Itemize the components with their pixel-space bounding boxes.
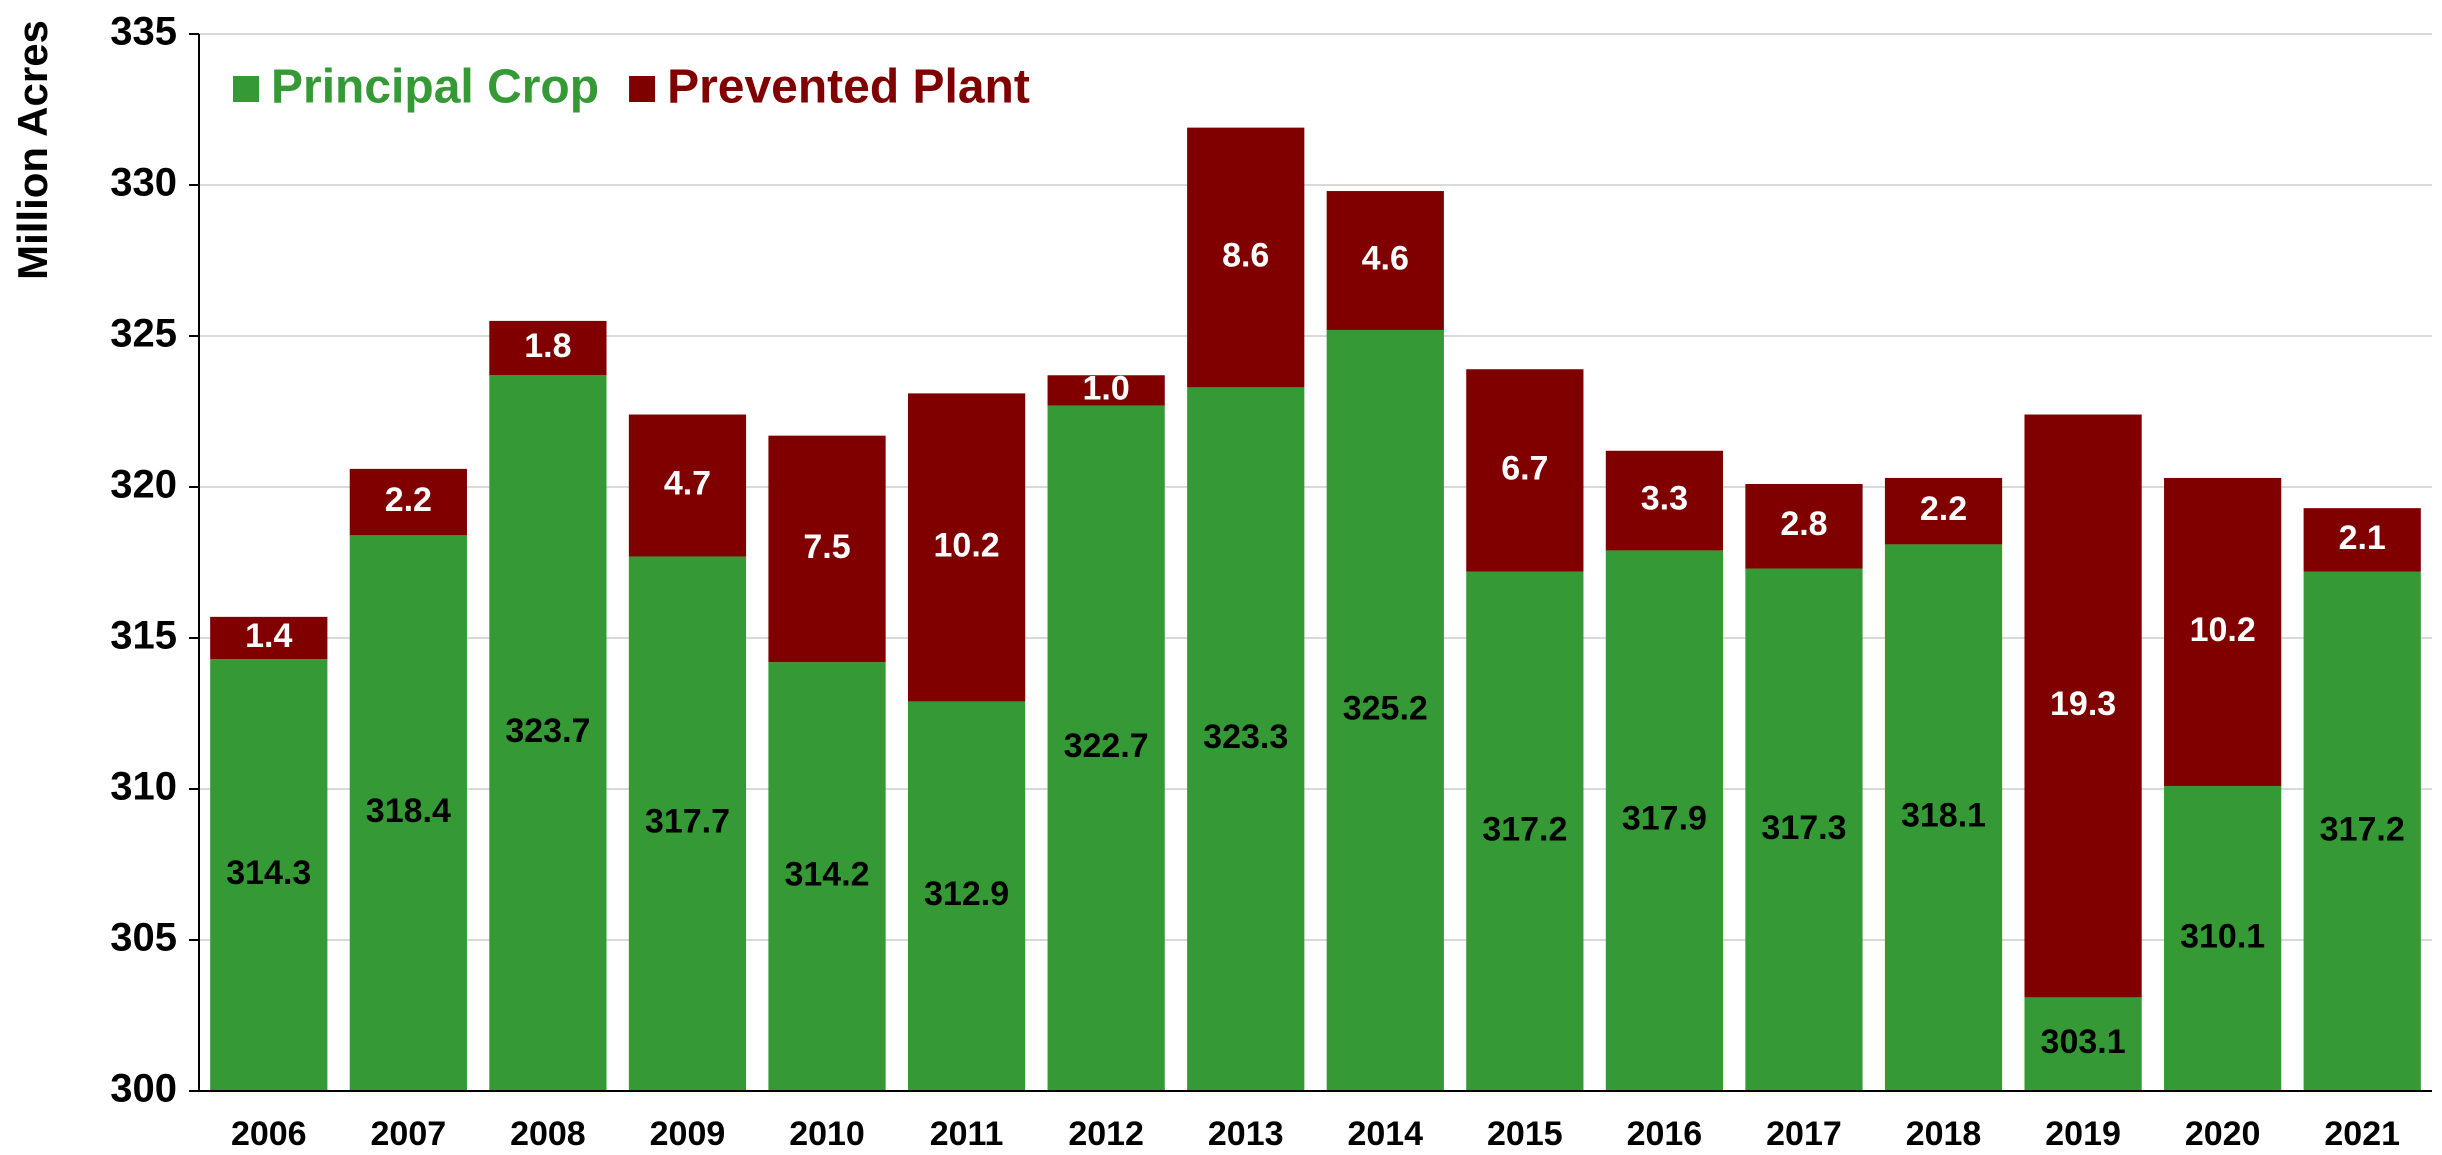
y-tick-label: 325 [110,312,177,356]
y-axis-label: Million Acres [9,20,56,280]
data-label: 10.2 [2190,611,2256,649]
bar-segment [1047,405,1165,1092]
bar-segment [1466,571,1584,1091]
x-tick-label: 2013 [1208,1115,1284,1153]
bar-segment [2024,414,2142,998]
bar-segment [210,659,328,1091]
x-tick-label: 2015 [1487,1115,1563,1153]
bar-segment [349,535,467,1091]
data-label: 2.1 [2339,519,2386,557]
x-tick-label: 2008 [510,1115,586,1153]
data-label: 312.9 [924,875,1009,913]
data-label: 10.2 [934,526,1000,564]
bar-segment [768,435,886,663]
y-tick-label: 310 [110,765,177,809]
data-label: 323.7 [505,712,590,750]
bar-segment [768,662,886,1091]
data-label: 303.1 [2041,1023,2126,1061]
data-label: 322.7 [1064,727,1149,765]
x-tick-label: 2018 [1906,1115,1982,1153]
bar-segment [1605,450,1724,551]
x-tick-label: 2007 [371,1115,447,1153]
data-label: 317.3 [1761,809,1846,847]
x-tick-label: 2017 [1766,1115,1842,1153]
data-label: 1.4 [245,617,292,655]
data-label: 317.7 [645,803,730,841]
bar-segment [349,468,467,536]
bar-segment [2164,785,2282,1091]
bar-segment [628,414,747,557]
data-label: 314.2 [784,856,869,894]
y-tick-label: 330 [110,161,177,205]
bar-segment [1187,387,1305,1092]
x-tick-label: 2016 [1627,1115,1703,1153]
bar-segment [210,616,328,660]
bar-segment [1047,375,1165,406]
x-tick-label: 2012 [1068,1115,1144,1153]
bar-segment [1466,369,1584,572]
data-label: 2.2 [1920,490,1967,528]
x-tick-label: 2019 [2045,1115,2121,1153]
y-tick-label: 305 [110,916,177,960]
data-label: 19.3 [2050,685,2116,723]
data-label: 3.3 [1641,480,1688,518]
legend-label: Principal Crop [271,61,599,114]
bar-segment [907,701,1026,1091]
legend-swatch [629,76,656,102]
data-label: 1.0 [1083,369,1130,407]
y-tick-label: 300 [110,1067,177,1111]
data-label: 1.8 [524,327,571,365]
data-label: 4.6 [1362,239,1409,277]
bar-segment [1605,550,1724,1091]
x-tick-label: 2014 [1347,1115,1423,1153]
bar-segment [2164,477,2282,786]
data-label: 2.2 [385,481,432,519]
bar-segment [2024,997,2142,1091]
bar-segment [2303,571,2421,1091]
bar-segment [1326,329,1444,1092]
x-tick-label: 2006 [231,1115,307,1153]
bar-segment [2303,508,2421,572]
data-label: 8.6 [1222,236,1269,274]
x-tick-label: 2011 [930,1115,1004,1153]
bar-segment [489,375,607,1091]
x-tick-label: 2010 [789,1115,865,1153]
legend-swatch [233,76,259,102]
data-label: 310.1 [2180,917,2265,955]
data-label: 2.8 [1780,505,1827,543]
data-label: 318.4 [366,792,451,830]
data-label: 6.7 [1501,449,1548,487]
bar-segment [1884,544,2003,1091]
data-label: 325.2 [1343,689,1428,727]
data-label: 318.1 [1901,797,1986,835]
x-tick-label: 2021 [2324,1115,2400,1153]
data-label: 7.5 [803,528,850,566]
data-label: 4.7 [664,464,711,502]
bar-segment [628,556,747,1091]
bar-segment [1187,127,1305,388]
y-tick-label: 335 [110,10,177,54]
data-label: 314.3 [226,854,311,892]
bar-segment [1884,477,2003,545]
bar-segment [1326,191,1444,330]
bar-segment [1745,483,1863,569]
bar-segment [1745,568,1863,1091]
x-tick-label: 2009 [650,1115,726,1153]
bar-segment [489,320,607,376]
data-label: 317.2 [1482,810,1567,848]
data-label: 317.2 [2320,810,2405,848]
x-tick-label: 2020 [2185,1115,2261,1153]
y-tick-label: 315 [110,614,177,658]
legend-label: Prevented Plant [667,61,1030,114]
data-label: 317.9 [1622,800,1707,838]
data-label: 323.3 [1203,718,1288,756]
y-tick-label: 320 [110,463,177,507]
bar-segment [907,393,1026,702]
